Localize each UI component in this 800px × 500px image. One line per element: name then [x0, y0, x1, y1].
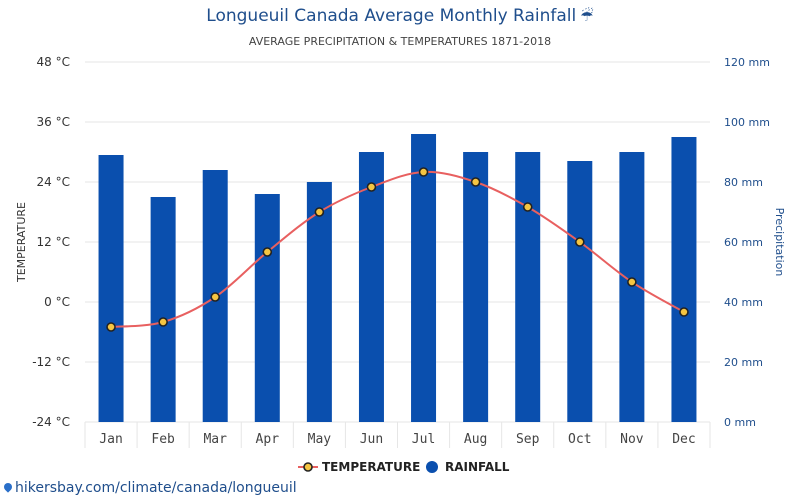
- y-left-tick-label: 24 °C: [37, 175, 70, 189]
- rainfall-bar-jan: [98, 155, 124, 422]
- y-left-tick-label: 48 °C: [37, 55, 70, 69]
- y-left-axis-title: TEMPERATURE: [15, 202, 28, 283]
- location-pin-icon: [2, 481, 14, 493]
- y-right-axis-title: Precipitation: [773, 208, 786, 277]
- source-link[interactable]: hikersbay.com/climate/canada/longueuil: [2, 480, 297, 496]
- rainfall-bar-dec: [671, 137, 697, 422]
- rainfall-bar-may: [306, 182, 332, 422]
- y-right-tick-label: 80 mm: [724, 176, 763, 189]
- chart-title: Longueuil Canada Average Monthly Rainfal…: [0, 6, 800, 26]
- x-tick-label: Dec: [672, 432, 695, 447]
- x-tick-label: Feb: [151, 432, 175, 447]
- chart-subtitle: AVERAGE PRECIPITATION & TEMPERATURES 187…: [248, 35, 552, 48]
- legend-rainfall-label: RAINFALL: [445, 460, 510, 474]
- temperature-point-apr: [262, 247, 273, 257]
- temperature-point-nov: [627, 277, 637, 287]
- x-tick-label: Jan: [99, 432, 122, 447]
- temperature-point-feb: [158, 317, 168, 327]
- rainfall-bar-apr: [254, 194, 280, 422]
- umbrella-rain-icon: ☔: [580, 7, 594, 25]
- y-left-tick-label: -12 °C: [32, 355, 70, 369]
- temperature-point-dec: [679, 307, 689, 317]
- temperature-point-jul: [418, 167, 429, 177]
- source-text: hikersbay.com/climate/canada/longueuil: [15, 480, 297, 496]
- rainfall-bar-sep: [515, 152, 541, 422]
- y-right-tick-label: 120 mm: [724, 56, 770, 69]
- y-left-tick-label: 36 °C: [37, 115, 70, 129]
- x-tick-label: Apr: [256, 432, 280, 447]
- temperature-point-may: [314, 207, 325, 217]
- climate-chart: 48 °C 120 mm 36 °C 100 mm 24 °C 80 mm 12 °C 60 …: [15, 55, 786, 474]
- temperature-point-oct: [574, 237, 585, 247]
- x-tick-label: Jul: [412, 432, 435, 447]
- y-right-tick-label: 60 mm: [724, 236, 763, 249]
- y-right-tick-label: 40 mm: [724, 296, 763, 309]
- x-tick-label: May: [308, 432, 332, 447]
- chart-title-text: Longueuil Canada Average Monthly Rainfal…: [206, 6, 577, 26]
- x-tick-label: Mar: [203, 432, 227, 447]
- temperature-point-jan: [106, 322, 116, 332]
- temperature-point-aug: [470, 177, 481, 187]
- y-left-tick-label: 0 °C: [44, 295, 70, 309]
- x-tick-label: Oct: [568, 432, 591, 447]
- legend-temperature-label: TEMPERATURE: [322, 460, 420, 474]
- legend-rainfall-marker: [426, 461, 438, 473]
- temperature-point-sep: [522, 202, 533, 212]
- y-left-tick-label: 12 °C: [37, 235, 70, 249]
- rainfall-bar-jun: [358, 152, 384, 422]
- x-tick-label: Aug: [464, 432, 487, 447]
- rainfall-bar-feb: [150, 197, 176, 422]
- x-tick-label: Nov: [620, 432, 644, 447]
- rainfall-bar-oct: [567, 161, 593, 422]
- y-right-tick-label: 0 mm: [724, 416, 756, 429]
- rainfall-bar-aug: [463, 152, 489, 422]
- x-tick-label: Sep: [516, 432, 540, 447]
- temperature-line: [110, 170, 685, 328]
- y-left-tick-label: -24 °C: [32, 415, 70, 429]
- temperature-point-jun: [366, 182, 377, 192]
- x-tick-label: Jun: [360, 432, 383, 447]
- y-right-tick-label: 100 mm: [724, 116, 770, 129]
- rainfall-bar-jul: [411, 134, 437, 422]
- temperature-point-mar: [210, 292, 221, 302]
- legend-temperature-marker: [303, 462, 313, 472]
- y-right-tick-label: 20 mm: [724, 356, 763, 369]
